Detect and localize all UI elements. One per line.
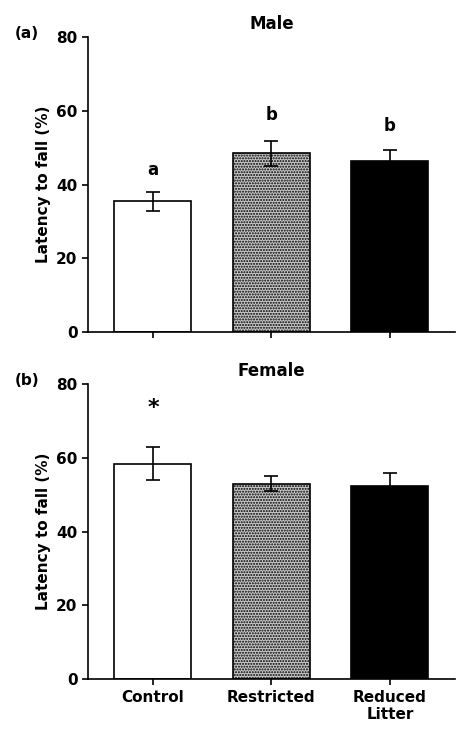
Text: b: b xyxy=(384,117,396,135)
Text: a: a xyxy=(148,161,158,179)
Bar xyxy=(352,486,428,680)
Text: (a): (a) xyxy=(15,26,39,41)
Bar xyxy=(115,464,191,680)
Text: (b): (b) xyxy=(15,372,39,388)
Bar xyxy=(115,201,191,332)
Y-axis label: Latency to fall (%): Latency to fall (%) xyxy=(36,106,50,263)
Title: Male: Male xyxy=(249,15,294,33)
Y-axis label: Latency to fall (%): Latency to fall (%) xyxy=(36,453,50,610)
Bar xyxy=(352,161,428,332)
Text: *: * xyxy=(147,397,159,418)
Text: b: b xyxy=(266,106,277,124)
Bar xyxy=(233,484,310,680)
Title: Female: Female xyxy=(238,362,305,380)
Bar xyxy=(233,153,310,332)
